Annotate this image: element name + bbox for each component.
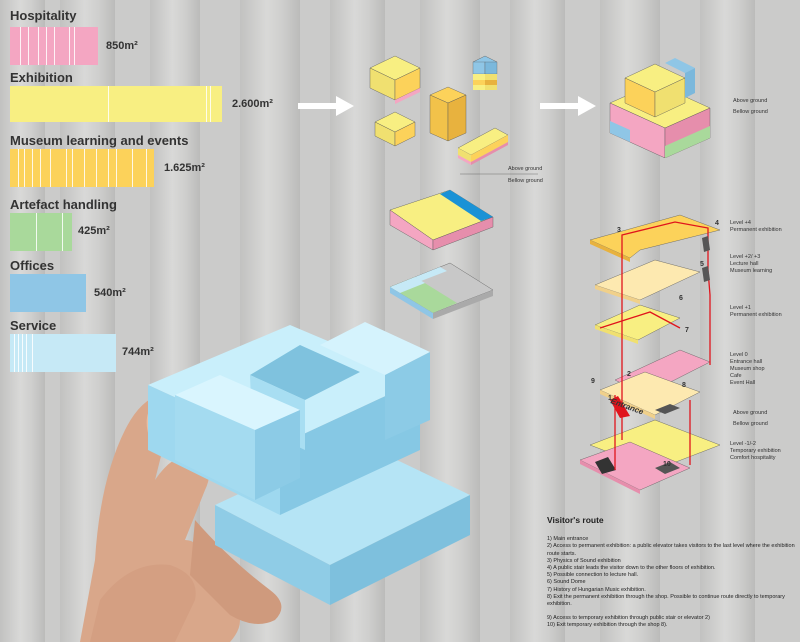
route-marker: 3 [617, 227, 621, 234]
visitors-route-title: Visitor's route [547, 515, 604, 525]
level-label-0: Level 0 Entrance hall Museum shop Cafe E… [730, 352, 765, 387]
program-area-service: 744m² [122, 346, 154, 358]
route-item: 8) Exit the permanent exhibition through… [547, 593, 785, 608]
level-desc: Lecture hall [730, 261, 759, 267]
route-item: 4) A public stair leads the visitor down… [547, 565, 716, 572]
program-bar-hospitality [10, 27, 98, 65]
route-item: 7) History of Hungarian Music exhibition… [547, 586, 646, 593]
program-bar-service [10, 334, 116, 372]
label-below-ground: Bellow ground [733, 421, 768, 427]
level-desc: Entrance hall [730, 359, 763, 365]
route-item: 3) Physics of Sound exhibition [547, 557, 621, 564]
level-label-plus1: Level +1 Permanent exhibition [730, 305, 782, 319]
level-desc: Museum shop [730, 366, 765, 372]
route-item: 2) Access to permanent exhibition: a pub… [547, 543, 795, 557]
level-desc: Temporary exhibition [730, 448, 781, 454]
level-desc: Permanent exhibition [730, 227, 782, 233]
route-marker: 9 [591, 378, 595, 385]
route-item: 1) Main entrance [547, 536, 589, 543]
route-marker: 7 [685, 327, 689, 334]
label-above-ground: Above ground [733, 98, 768, 104]
level-label-plus2-3: Level +2/ +3 Lecture hall Museum learnin… [730, 254, 772, 275]
route-marker: 8 [682, 382, 686, 389]
arrow-icon [540, 96, 596, 116]
assembled-volume-diagram [609, 58, 711, 158]
program-bar-offices [10, 274, 86, 312]
level-title: Level -1/-2 [730, 441, 756, 447]
label-above-ground: Above ground [733, 410, 768, 416]
route-item: 10) Exit temporary exhibition through th… [547, 622, 668, 629]
label-above-ground: Above ground [508, 166, 543, 172]
level-desc: Museum learning [730, 268, 773, 274]
level-desc: Cafe [730, 373, 742, 379]
blue-model [148, 322, 470, 605]
exploded-levels-diagram [579, 214, 721, 494]
route-marker: 10 [663, 461, 671, 468]
program-title-service: Service [10, 318, 57, 333]
route-marker: 1 [608, 395, 612, 402]
stacked-slabs-diagram [389, 189, 494, 319]
exploded-volumes-diagram [369, 55, 538, 175]
program-title-museum-learning: Museum learning and events [10, 133, 189, 148]
program-title-artefact-handling: Artefact handling [10, 197, 117, 212]
program-bar-museum-learning [10, 149, 154, 187]
program-bar-artefact-handling [10, 213, 72, 251]
level-title: Level +4 [730, 220, 751, 226]
route-marker: 5 [700, 261, 704, 268]
level-title: Level +2/ +3 [730, 254, 761, 260]
program-bar-exhibition [10, 86, 222, 122]
route-marker: 2 [627, 371, 631, 378]
route-marker: 6 [679, 295, 683, 302]
level-desc: Permanent exhibition [730, 312, 782, 318]
program-area-museum-learning: 1.625m² [164, 162, 205, 174]
route-item: 5) Possible connection to lecture hall. [547, 572, 639, 579]
program-area-artefact-handling: 425m² [78, 225, 110, 237]
visitors-route-panel: Visitor's route 1) Main entrance 2) Acce… [547, 515, 797, 630]
program-area-offices: 540m² [94, 287, 126, 299]
arrow-icon [298, 96, 354, 116]
level-title: Level +1 [730, 305, 751, 311]
route-item: 9) Access to temporary exhibition throug… [547, 615, 710, 622]
level-desc: Comfort hospitality [730, 455, 776, 461]
level-label-plus4: Level +4 Permanent exhibition [730, 220, 782, 234]
level-title: Level 0 [730, 352, 748, 358]
route-marker: 4 [715, 220, 719, 227]
program-area-exhibition: 2.600m² [232, 98, 273, 110]
program-title-exhibition: Exhibition [10, 70, 73, 85]
level-label-minus1-2: Level -1/-2 Temporary exhibition Comfort… [730, 441, 781, 462]
program-title-hospitality: Hospitality [10, 8, 77, 23]
program-area-hospitality: 850m² [106, 40, 138, 52]
label-below-ground: Bellow ground [508, 178, 543, 184]
route-item: 6) Sound Dome [547, 579, 586, 586]
label-below-ground: Bellow ground [733, 109, 768, 115]
program-title-offices: Offices [10, 258, 55, 273]
level-desc: Event Hall [730, 380, 756, 386]
